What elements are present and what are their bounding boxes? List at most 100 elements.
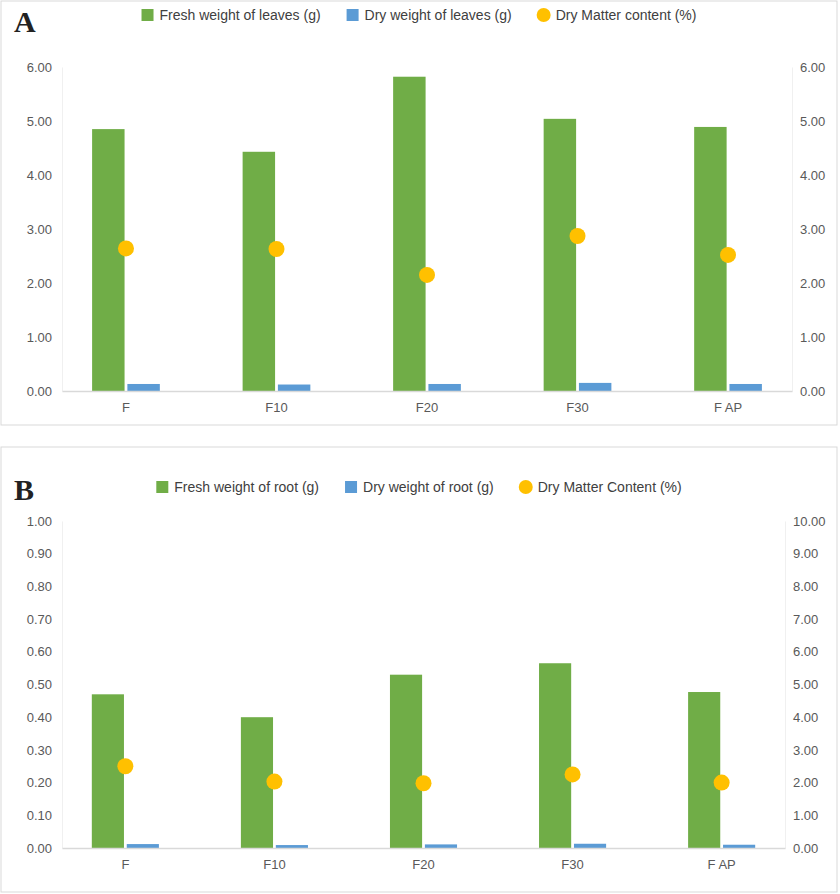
figure: 0.00 1.00 2.00 3.00 4.00 5.00 6.00 0.00 1.00 2.00… [0,0,840,894]
tick: 0.10 [27,808,62,823]
tick: 1.00 [792,330,825,345]
tick: 2.00 [27,276,62,291]
tick-label: 0.70 [27,612,52,627]
bar [544,119,576,391]
point [419,267,435,283]
point [416,775,432,791]
bar [688,692,720,848]
tick: 3.00 [785,743,818,758]
tick-label: 0.80 [27,579,52,594]
legend-item: Fresh weight of root (g) [156,479,319,495]
bar [127,384,159,391]
legend-swatch [347,9,359,21]
tick: 1.00 [27,514,62,529]
tick-label: 3.00 [27,222,52,237]
panel: 0.001.002.003.004.005.006.000.001.002.00… [1,1,837,425]
legend-item: Fresh weight of leaves (g) [142,7,321,23]
legend-label: Dry Matter content (%) [556,7,697,23]
tick-label: 2.00 [793,775,818,790]
tick-label: 4.00 [27,168,52,183]
y2-axis: 0.001.002.003.004.005.006.007.008.009.00… [785,514,826,856]
tick-label: 0.10 [27,808,52,823]
legend-label: Dry weight of leaves (g) [365,7,512,23]
tick: 6.00 [792,60,825,75]
tick-label: F [121,857,129,872]
tick-label: F30 [561,857,583,872]
tick: F10 [265,391,287,415]
tick-label: 6.00 [793,644,818,659]
tick: 0.00 [27,841,62,856]
y-axis: 0.00 0.10 0.20 0.30 0.40 0.50 0.60 0.70 0.80 0.90… [27,514,63,856]
tick: 3.00 [27,222,62,237]
tick-label: 0.20 [27,775,52,790]
tick: 8.00 [785,579,818,594]
tick: F10 [263,848,285,872]
tick: 0.00 [792,384,825,399]
tick: 1.00 [785,808,818,823]
legend-swatch [345,481,357,493]
tick-label: F20 [416,400,438,415]
tick-label: 0.60 [27,644,52,659]
legend: Fresh weight of leaves (g) Dry weight of … [142,7,697,23]
tick-label: 0.90 [27,546,52,561]
bar [276,845,308,848]
y2-axis: 0.001.002.003.004.005.006.00 [792,60,825,399]
tick: 6.00 [785,644,818,659]
tick-label: 5.00 [27,114,52,129]
tick: F30 [561,848,583,872]
legend-swatch [156,481,168,493]
tick: 4.00 [785,710,818,725]
point [266,774,282,790]
tick: F [122,391,130,415]
tick-label: F10 [263,857,285,872]
tick-label: 5.00 [800,114,825,129]
axis-line [785,522,786,849]
tick-label: 0.40 [27,710,52,725]
legend-item: Dry Matter content (%) [537,7,697,23]
plot-area [92,77,762,391]
panel-label: B [14,473,34,506]
tick-label: 9.00 [793,546,818,561]
point [565,766,581,782]
point [118,240,134,256]
point [268,241,284,257]
tick-label: 1.00 [27,330,52,345]
tick: F30 [566,391,588,415]
legend-item: Dry Matter Content (%) [519,479,682,495]
tick: 1.00 [27,330,62,345]
tick: 5.00 [27,114,62,129]
tick: 4.00 [27,168,62,183]
tick-label: 4.00 [800,168,825,183]
tick: 0.30 [27,743,62,758]
bar [127,844,159,848]
bar [243,152,275,391]
tick: 0.50 [27,677,62,692]
tick-label: 1.00 [27,514,52,529]
tick: F20 [416,391,438,415]
tick-label: 0.00 [27,384,52,399]
tick: 0.20 [27,775,62,790]
y-axis: 0.001.002.003.004.005.006.00 [27,60,63,399]
tick-label: 0.00 [27,841,52,856]
tick: F20 [412,848,434,872]
legend-label: Fresh weight of leaves (g) [160,7,321,23]
legend-swatch [537,8,551,22]
legend-swatch [142,9,154,21]
legend-item: Dry weight of root (g) [345,479,494,495]
x-axis: FF10F20F30F AP [63,848,786,872]
point [714,775,730,791]
tick: F AP [714,391,742,415]
tick-label: F10 [265,400,287,415]
tick-label: F20 [412,857,434,872]
legend-label: Dry weight of root (g) [363,479,494,495]
bar [393,77,425,391]
tick-label: 7.00 [793,612,818,627]
bar [278,385,310,391]
tick: 0.00 [785,841,818,856]
bar [539,663,571,848]
tick-label: 4.00 [793,710,818,725]
bar [390,675,422,848]
tick: 0.70 [27,612,62,627]
axis-line [792,68,793,392]
legend-item: Dry weight of leaves (g) [347,7,512,23]
